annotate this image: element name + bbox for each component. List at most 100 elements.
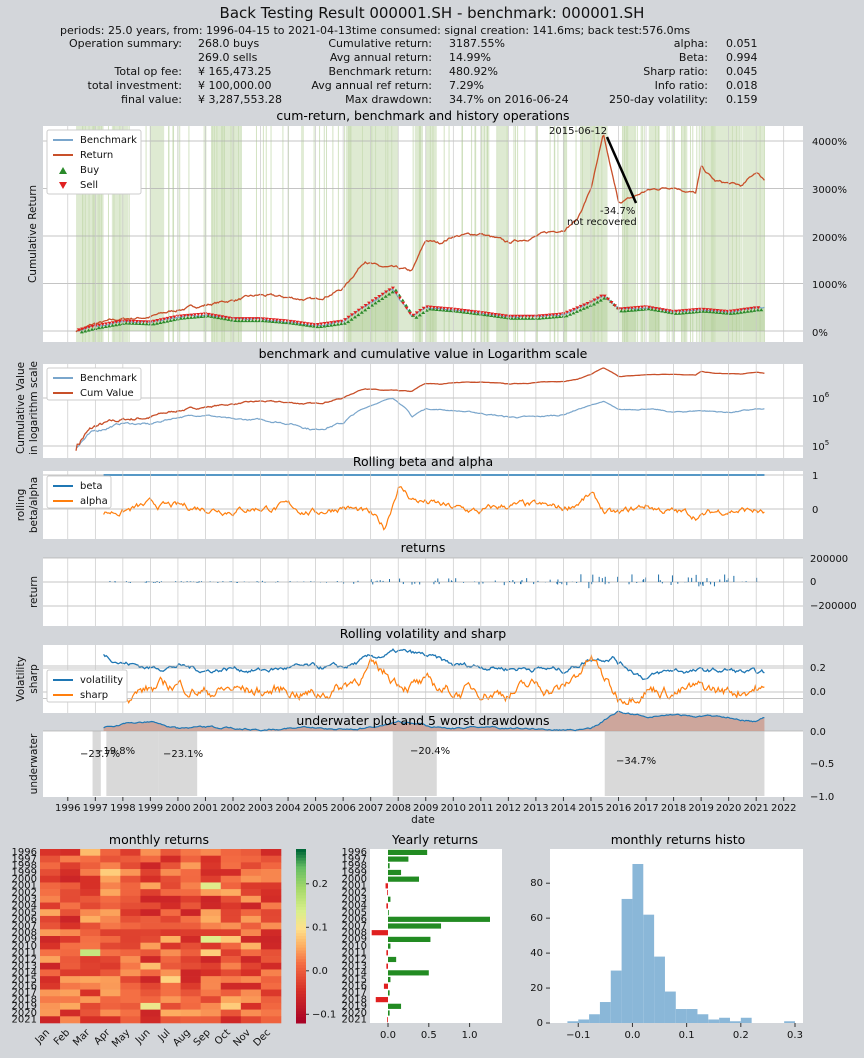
summary-values-col3: 0.051 0.994 0.045 0.018 0.159	[726, 37, 758, 107]
summary-label: final value:	[121, 93, 182, 106]
heatmap-cell	[40, 855, 61, 863]
sell-marker	[609, 300, 614, 304]
buy-marker	[185, 316, 190, 320]
sell-marker	[599, 294, 604, 298]
summary-value: 268.0 buys	[198, 37, 260, 50]
histo-bar	[697, 1014, 709, 1023]
buy-marker	[537, 316, 542, 320]
heatmap-cell	[80, 982, 101, 990]
sell-marker	[179, 314, 184, 318]
buy-marker	[329, 323, 334, 327]
buy-marker	[492, 314, 497, 318]
buy-marker	[431, 307, 436, 311]
heatmap-cell	[140, 882, 161, 890]
buy-marker	[113, 323, 118, 327]
histo-xtick-label: −0.1	[566, 1030, 590, 1041]
buy-marker	[236, 319, 241, 323]
sell-marker	[302, 321, 307, 325]
yearly-bar	[387, 1017, 388, 1023]
histo-bar	[719, 1017, 730, 1023]
sell-marker	[233, 317, 238, 321]
yearly-bar	[388, 896, 391, 902]
heatmap-cell	[220, 942, 242, 950]
buy-marker	[547, 315, 552, 319]
heatmap-cell	[140, 909, 161, 917]
colorbar-step	[296, 933, 306, 937]
heatmap-cell	[60, 996, 81, 1004]
legend-item-sharp: sharp	[80, 690, 108, 701]
buy-marker	[417, 313, 422, 317]
plot-area-yearly	[370, 849, 502, 1023]
heatmap-cell	[260, 1016, 282, 1024]
colorbar-tick-label: 0.2	[312, 879, 328, 890]
sell-marker	[339, 319, 344, 323]
buy-marker	[335, 322, 340, 326]
heatmap-cell	[260, 989, 282, 997]
sell-marker	[114, 320, 119, 324]
colorbar-tick-label: 0.1	[312, 922, 328, 933]
sell-marker	[455, 308, 460, 312]
xtick-year: 1996	[55, 803, 80, 814]
holding-period-band	[701, 126, 740, 342]
sell-marker	[647, 305, 652, 309]
colorbar-step	[296, 962, 306, 966]
colorbar-step	[296, 889, 306, 893]
heatmap-cell	[120, 922, 141, 930]
colorbar-step	[296, 878, 306, 882]
buy-marker	[503, 315, 508, 319]
heatmap-cell	[80, 962, 101, 970]
heatmap-cell	[260, 936, 282, 943]
sell-marker	[367, 301, 372, 305]
yearly-bar	[388, 849, 428, 855]
heatmap-cell	[40, 849, 61, 856]
sell-marker	[571, 307, 576, 311]
sell-marker	[343, 318, 348, 322]
buy-marker	[284, 321, 289, 325]
sell-marker	[271, 318, 276, 322]
heatmap-cell	[180, 942, 201, 950]
yearly-year-label: 2004	[342, 901, 367, 912]
sell-marker	[728, 309, 733, 313]
heatmap-cell	[60, 902, 81, 910]
heatmap-cell	[160, 869, 181, 877]
colorbar-step	[296, 849, 306, 853]
heatmap-cell	[260, 889, 282, 897]
summary-value: 480.92%	[449, 65, 498, 78]
buy-marker	[271, 319, 276, 323]
yearly-year-label: 2015	[342, 974, 367, 985]
summary-labels-col2: Cumulative return: Avg annual return: Be…	[300, 37, 432, 107]
heatmap-cell	[80, 895, 101, 903]
ytick-underwater: 0.0	[810, 727, 826, 738]
heatmap-cell	[80, 989, 101, 997]
heatmap-cell	[180, 996, 201, 1004]
ylabel-log-value-1: Cumulative Value	[15, 362, 27, 454]
sell-marker	[141, 320, 146, 324]
colorbar-step	[296, 988, 306, 992]
histo-ytick-label: 0	[537, 1018, 543, 1029]
buy-marker	[134, 321, 139, 325]
heatmap-cell	[220, 922, 242, 930]
buy-marker	[441, 308, 446, 312]
legend-item-beta: beta	[80, 481, 103, 492]
buy-marker	[554, 315, 559, 319]
heatmap-cell	[100, 989, 121, 997]
colorbar-step	[296, 970, 306, 975]
sell-marker	[701, 307, 706, 311]
buy-marker	[192, 315, 197, 319]
buy-marker	[212, 315, 217, 319]
heatmap-cell	[140, 969, 161, 977]
heatmap-cell	[220, 869, 242, 877]
buy-marker	[209, 314, 214, 318]
buy-marker	[383, 294, 388, 298]
buy-marker	[636, 308, 641, 312]
buy-marker	[550, 315, 555, 319]
heatmap-cell	[140, 962, 161, 970]
buy-marker	[602, 296, 607, 300]
heatmap-cell	[100, 969, 121, 977]
colorbar-step	[296, 979, 306, 983]
heatmap-cell	[180, 849, 201, 856]
sell-marker	[158, 318, 163, 322]
buy-marker	[356, 313, 361, 317]
heatmap-cell	[60, 862, 81, 870]
histo-bar	[589, 1014, 600, 1023]
